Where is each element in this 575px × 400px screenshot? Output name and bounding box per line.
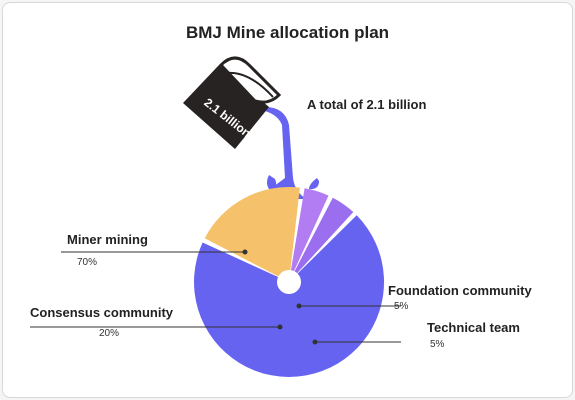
label-technical-team: Technical team [427, 320, 520, 335]
cup-icon: 2.1 billion [183, 56, 282, 149]
pct-consensus-community: 20% [99, 328, 120, 339]
label-foundation-community: Foundation community [388, 283, 532, 298]
label-miner-mining: Miner mining [67, 232, 148, 247]
chart-title: BMJ Mine allocation plan [185, 23, 390, 42]
pct-technical-team: 5% [430, 339, 445, 350]
pie-slices [194, 186, 385, 377]
pie-hole [277, 270, 301, 294]
pie-slice-foundation-community [289, 188, 329, 282]
marker-miner [242, 249, 248, 255]
pour-stream [255, 107, 307, 199]
leader-lines [30, 249, 401, 345]
annotation-total: A total of 2.1 billion [307, 97, 427, 112]
marker-technical [312, 339, 318, 345]
label-consensus-community: Consensus community [30, 305, 174, 320]
droplet-left [267, 175, 277, 189]
pie-slice-technical-team [289, 197, 354, 282]
pct-miner-mining: 70% [77, 257, 98, 268]
droplet-right [309, 178, 319, 190]
pie-slice-miner-mining [194, 215, 385, 377]
marker-foundation [296, 303, 302, 309]
marker-consensus [277, 324, 283, 330]
allocation-chart: 2.1 billion [30, 56, 401, 377]
pct-foundation-community: 5% [394, 301, 409, 312]
pie-slice-consensus-community [204, 186, 300, 282]
